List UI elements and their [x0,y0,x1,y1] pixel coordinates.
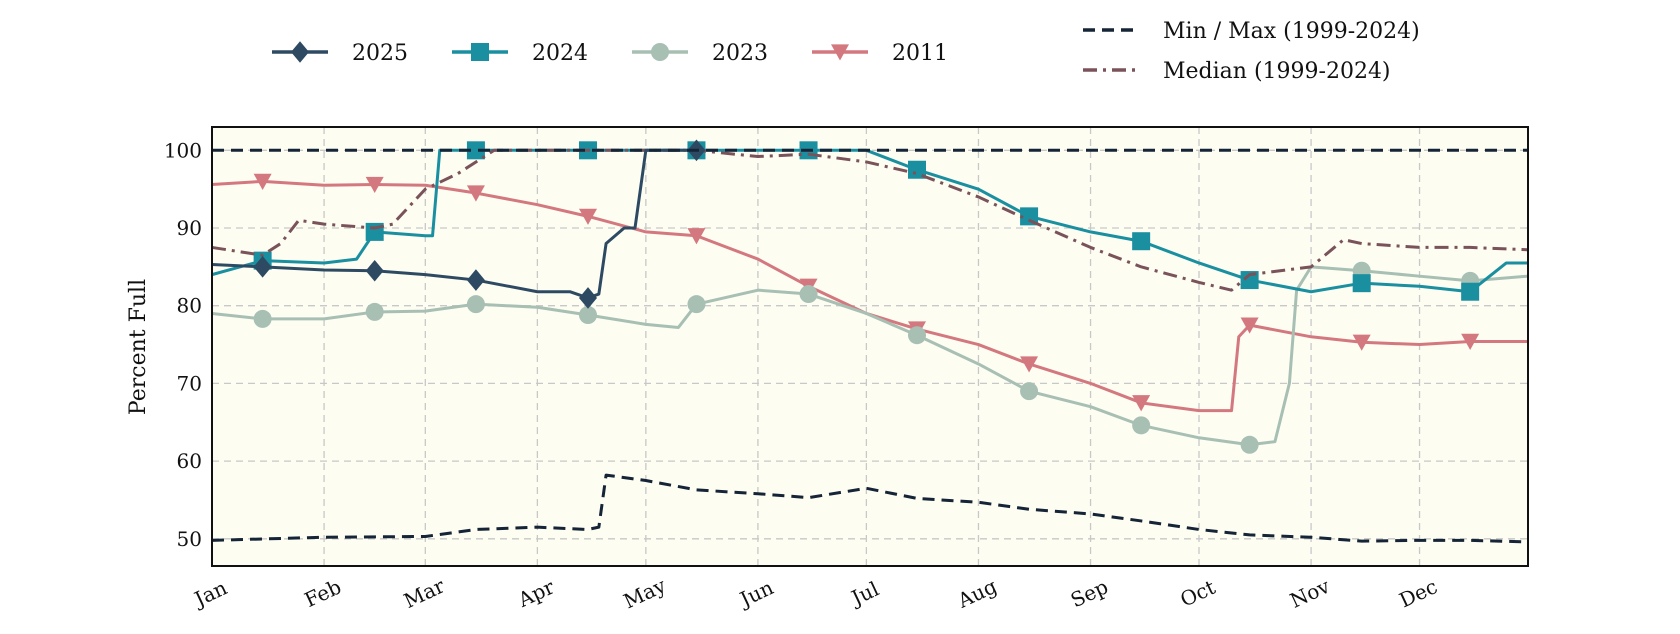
y-tick-label: 80 [177,294,202,318]
x-tick-label: Sep [1067,574,1112,612]
data-point [365,302,384,321]
data-point [253,309,272,328]
y-tick-label: 100 [164,138,202,162]
data-point [365,176,384,194]
data-point [908,326,926,345]
y-tick-labels: 50 60 70 80 90 100 [164,138,202,550]
data-point [799,285,818,304]
data-point [1352,334,1371,351]
x-tick-label: May [620,573,670,614]
x-tick-label: Nov [1286,573,1334,612]
legend-entry: Min / Max (1999-2024) [1083,19,1420,44]
data-point [831,44,849,61]
x-tick-labels: Jan Feb Mar Apr May Jun Jul Aug Sep Oct Nov Dec [189,573,1441,614]
grid-lines [212,127,1528,566]
data-point [579,208,597,225]
data-point [1240,317,1259,334]
legend-entry: 2023 [632,41,768,66]
legend-label: Min / Max (1999-2024) [1163,19,1420,44]
x-tick-label: Feb [301,574,345,612]
legend-label: 2024 [532,41,588,66]
series-line-min-max-1999-2024 [211,473,1529,544]
y-tick-label: 50 [177,527,202,551]
y-tick-label: 60 [177,449,202,473]
legend-entry: 2011 [812,41,948,66]
x-tick-label: Jul [846,577,883,611]
legend: 2011 2023 2024 2025 Min / Max (1999-2024) Med… [272,19,1420,84]
series-line-2025 [211,148,697,300]
legend-entry: 2024 [452,41,588,66]
series-median-1999-2024 [211,148,1529,292]
series-2024 [211,141,1528,301]
data-point [365,259,384,282]
data-point [253,173,272,190]
data-point [471,43,489,61]
y-axis-label: Percent Full [126,279,151,415]
x-tick-label: Apr [513,574,558,612]
data-point [1132,232,1151,251]
data-point [687,228,706,245]
plot-frame [211,126,1529,567]
series-layer [211,139,1529,544]
data-point [466,185,485,202]
series-line-median-1999-2024 [211,148,1529,292]
data-point [579,287,597,309]
data-point [1240,435,1259,454]
data-point [466,269,485,291]
data-point [687,295,706,314]
x-tick-label: Aug [953,574,1001,613]
series-2025 [211,139,706,309]
data-point [1132,395,1151,412]
x-tick-label: Dec [1395,574,1441,612]
series-min-max-1999-2024 [211,148,1529,544]
data-point [579,306,597,325]
data-point [253,256,272,278]
data-point [1461,333,1480,350]
plot-background [212,127,1528,566]
data-point [1020,356,1039,373]
legend-entry: Median (1999-2024) [1083,59,1391,84]
y-tick-label: 70 [177,371,202,395]
data-point [651,43,669,61]
y-tick-label: 90 [177,216,202,240]
data-point [908,160,926,179]
data-point [466,295,485,314]
data-point [466,141,485,160]
x-tick-label: Oct [1177,575,1219,612]
legend-label: 2011 [892,41,948,66]
data-point [1352,274,1371,293]
legend-label: 2023 [712,41,768,66]
data-point [291,41,309,63]
x-tick-label: Jan [189,575,231,612]
data-point [1461,282,1480,301]
legend-entry: 2025 [272,41,408,66]
x-tick-label: Jun [734,575,777,612]
legend-label: 2025 [352,41,408,66]
x-tick-label: Mar [400,573,449,613]
data-point [1132,416,1151,435]
legend-label: Median (1999-2024) [1163,59,1391,84]
data-point [1020,382,1039,401]
